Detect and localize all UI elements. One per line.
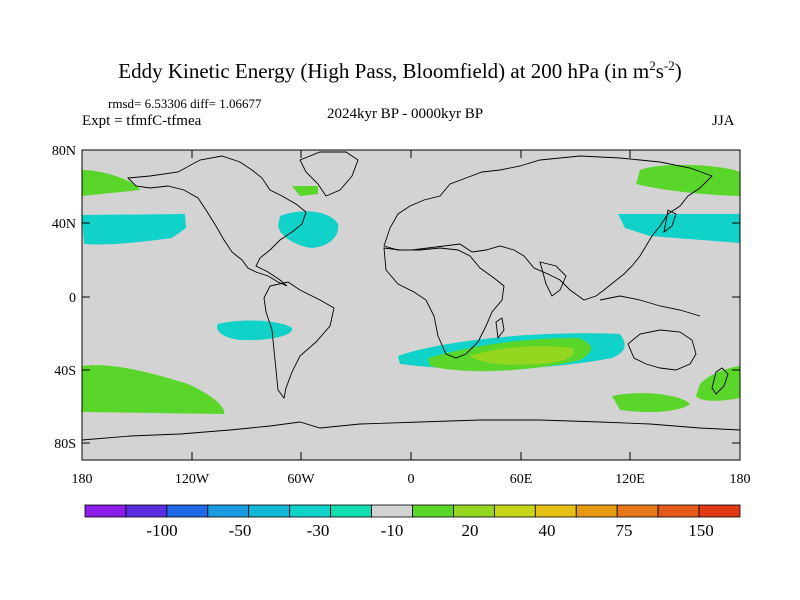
madagascar-coast (495, 317, 505, 340)
negative-anomaly-north-pacific (82, 214, 186, 245)
positive-anomaly-north-pacific-east (636, 164, 740, 196)
maritime-continent-coast (599, 295, 701, 317)
colorbar-swatch (371, 504, 413, 518)
lon-label: 120W (175, 472, 210, 487)
colorbar-swatch (616, 504, 659, 518)
colorbar-swatch (289, 504, 332, 518)
colorbar-swatch (493, 504, 536, 518)
australia-coast (627, 329, 697, 371)
lon-label: 60W (287, 472, 315, 487)
colorbar-swatch (575, 504, 618, 518)
colorbar-label: -30 (307, 521, 330, 540)
greenland-coast (299, 151, 359, 197)
colorbar-label: 75 (616, 521, 633, 540)
season-label: JJA (712, 113, 735, 129)
lat-label: 80S (54, 437, 76, 452)
colorbar-label: -100 (146, 521, 177, 540)
south-america-coast (263, 281, 335, 400)
positive-anomaly-australia-south (612, 393, 690, 412)
lon-ticks (81, 150, 741, 460)
colorbar-swatch (207, 504, 250, 518)
antarctica-coast (81, 419, 741, 441)
india-coast (539, 261, 567, 297)
colorbar-swatch (534, 504, 577, 518)
japan-coast (663, 209, 677, 234)
north-america-coast (127, 155, 307, 287)
colorbar-label: -10 (381, 521, 404, 540)
colorbar-label: 150 (688, 521, 714, 540)
colorbar-swatch (657, 504, 700, 518)
colorbar-swatch (248, 504, 291, 518)
negative-anomaly-south-pacific (216, 320, 293, 341)
positive-anomaly-south-indian-core (470, 346, 574, 365)
negative-anomaly-west-pacific (618, 214, 740, 243)
rmsd-diff-text: rmsd= 6.53306 diff= 1.06677 (108, 96, 262, 111)
coastlines (81, 151, 741, 441)
colorbar-swatch (330, 504, 372, 518)
anomaly-shading (82, 164, 740, 414)
lon-label: 180 (72, 472, 93, 487)
colorbar-swatch (698, 504, 741, 518)
positive-anomaly-south-pacific-west (82, 365, 225, 414)
negative-anomaly-north-atlantic (278, 211, 339, 248)
colorbar-label: -50 (229, 521, 252, 540)
colorbar-labels: -100 -50 -30 -10 20 40 75 150 (146, 521, 713, 540)
colorbar (84, 504, 741, 518)
lon-label: 60E (510, 472, 533, 487)
lon-label: 180 (730, 472, 751, 487)
lat-labels: 80N 40N 0 40S 80S (52, 144, 76, 452)
colorbar-swatch (412, 504, 454, 518)
positive-anomaly-north-pacific-west (82, 170, 140, 196)
colorbar-swatch (453, 504, 495, 518)
colorbar-swatch (166, 504, 209, 518)
lon-label: 120E (615, 472, 645, 487)
colorbar-swatch (84, 504, 127, 518)
lat-label: 40S (54, 364, 76, 379)
lon-labels: 180 120W 60W 0 60E 120E 180 (72, 472, 751, 487)
experiment-label: Expt = tfmfC-tfmea (82, 113, 202, 129)
positive-anomaly-canada (292, 186, 318, 196)
lat-label: 40N (52, 217, 76, 232)
europe-coast (383, 155, 713, 301)
africa-coast (383, 247, 505, 359)
colorbar-swatch (125, 504, 168, 518)
lat-ticks (82, 149, 740, 444)
colorbar-label: 40 (539, 521, 556, 540)
time-period-label: 2024kyr BP - 0000kyr BP (326, 106, 484, 122)
map-background (82, 150, 740, 460)
colorbar-label: 20 (462, 521, 479, 540)
new-zealand-coast (711, 367, 729, 395)
lon-label: 0 (408, 472, 415, 487)
positive-anomaly-south-pacific-east (696, 366, 740, 401)
plot-title: Eddy Kinetic Energy (High Pass, Bloomfie… (118, 58, 682, 83)
lat-label: 0 (69, 291, 76, 306)
lat-label: 80N (52, 144, 76, 159)
